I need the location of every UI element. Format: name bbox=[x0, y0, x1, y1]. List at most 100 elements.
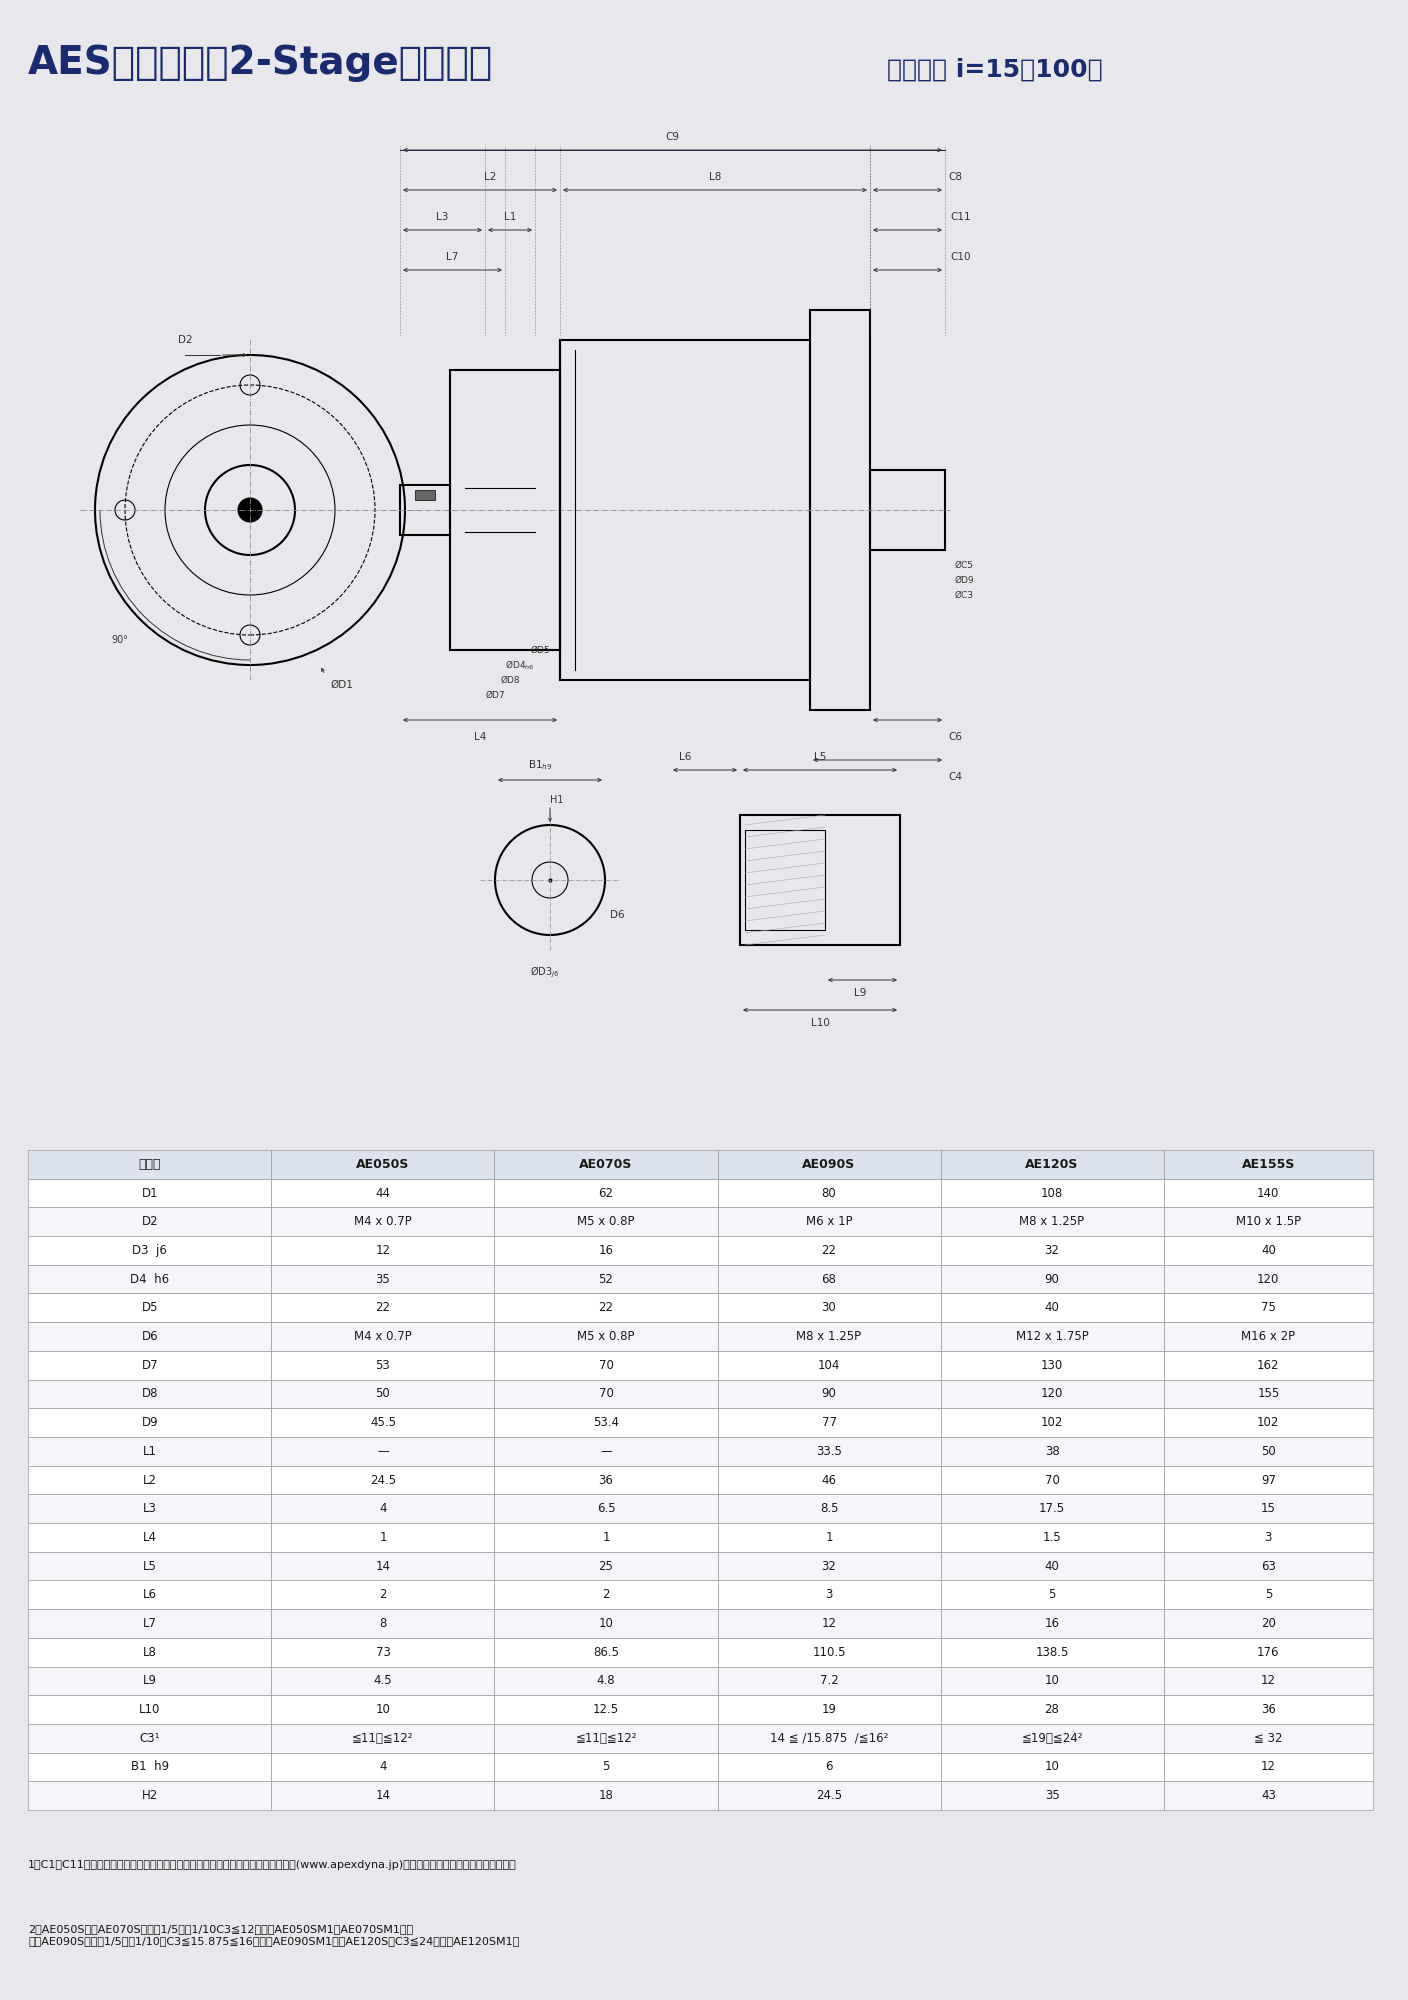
Text: 22: 22 bbox=[598, 1302, 614, 1314]
Bar bbox=[494, 1408, 718, 1436]
Text: AESシリーズ（2-Stage）　寸法: AESシリーズ（2-Stage） 寸法 bbox=[28, 44, 493, 82]
Bar bbox=[28, 1380, 272, 1408]
Text: B1  h9: B1 h9 bbox=[131, 1760, 169, 1774]
Bar bbox=[28, 1294, 272, 1322]
Bar bbox=[28, 1724, 272, 1752]
Text: D9: D9 bbox=[141, 1416, 158, 1430]
Bar bbox=[941, 1264, 1163, 1294]
Bar bbox=[1163, 1494, 1373, 1524]
Text: M4 x 0.7P: M4 x 0.7P bbox=[353, 1216, 413, 1228]
Text: L10: L10 bbox=[811, 1018, 829, 1028]
Text: ØD8: ØD8 bbox=[500, 676, 520, 684]
Text: AE155S: AE155S bbox=[1242, 1158, 1295, 1170]
Text: C6: C6 bbox=[948, 732, 962, 742]
Text: 63: 63 bbox=[1262, 1560, 1276, 1572]
Bar bbox=[718, 1724, 941, 1752]
Text: 110.5: 110.5 bbox=[812, 1646, 846, 1658]
Text: L5: L5 bbox=[814, 752, 826, 762]
Bar bbox=[718, 1264, 941, 1294]
Bar bbox=[28, 1580, 272, 1610]
Bar bbox=[941, 1666, 1163, 1696]
Text: D6: D6 bbox=[141, 1330, 158, 1344]
Text: 40: 40 bbox=[1045, 1560, 1059, 1572]
Bar bbox=[28, 1752, 272, 1782]
Text: L2: L2 bbox=[484, 172, 496, 182]
Bar bbox=[1163, 1552, 1373, 1580]
Text: 10: 10 bbox=[1045, 1760, 1059, 1774]
Text: 120: 120 bbox=[1041, 1388, 1063, 1400]
Text: L3: L3 bbox=[142, 1502, 156, 1516]
Bar bbox=[1163, 1610, 1373, 1638]
Text: AE050S: AE050S bbox=[356, 1158, 410, 1170]
Text: D2: D2 bbox=[177, 334, 193, 344]
Text: ≦11／≦12²: ≦11／≦12² bbox=[352, 1732, 414, 1744]
Text: 12: 12 bbox=[376, 1244, 390, 1256]
Text: 80: 80 bbox=[822, 1186, 836, 1200]
Bar bbox=[494, 1466, 718, 1494]
Bar bbox=[272, 1696, 494, 1724]
Text: L1: L1 bbox=[142, 1444, 156, 1458]
Bar bbox=[494, 1294, 718, 1322]
Text: L7: L7 bbox=[446, 252, 459, 262]
Bar bbox=[941, 1696, 1163, 1724]
Bar bbox=[400, 484, 451, 534]
Text: 16: 16 bbox=[598, 1244, 614, 1256]
Bar bbox=[1163, 1178, 1373, 1208]
Text: ØD4$_{h6}$: ØD4$_{h6}$ bbox=[505, 658, 535, 672]
Text: 15: 15 bbox=[1262, 1502, 1276, 1516]
Text: L8: L8 bbox=[142, 1646, 156, 1658]
Text: L7: L7 bbox=[142, 1616, 156, 1630]
Text: 36: 36 bbox=[1262, 1704, 1276, 1716]
Text: H2: H2 bbox=[142, 1790, 158, 1802]
Bar bbox=[718, 1436, 941, 1466]
Bar bbox=[494, 1494, 718, 1524]
Bar bbox=[718, 1380, 941, 1408]
Bar bbox=[494, 1178, 718, 1208]
Text: H1: H1 bbox=[551, 794, 563, 804]
Bar bbox=[718, 1322, 941, 1350]
Bar bbox=[272, 1752, 494, 1782]
Bar bbox=[272, 1350, 494, 1380]
Bar bbox=[941, 1150, 1163, 1178]
Text: M4 x 0.7P: M4 x 0.7P bbox=[353, 1330, 413, 1344]
Text: 12.5: 12.5 bbox=[593, 1704, 620, 1716]
Text: 104: 104 bbox=[818, 1358, 841, 1372]
Text: L6: L6 bbox=[142, 1588, 156, 1602]
Text: 型　式: 型 式 bbox=[138, 1158, 161, 1170]
Bar bbox=[494, 1752, 718, 1782]
Bar bbox=[272, 1524, 494, 1552]
Bar bbox=[718, 1208, 941, 1236]
Text: 5: 5 bbox=[603, 1760, 610, 1774]
Bar bbox=[494, 1150, 718, 1178]
Text: D8: D8 bbox=[142, 1388, 158, 1400]
Bar bbox=[560, 340, 810, 680]
Bar bbox=[1163, 1436, 1373, 1466]
Bar bbox=[272, 1264, 494, 1294]
Text: 3: 3 bbox=[825, 1588, 832, 1602]
Bar bbox=[941, 1350, 1163, 1380]
Text: 22: 22 bbox=[376, 1302, 390, 1314]
Bar bbox=[941, 1580, 1163, 1610]
Text: ØD7: ØD7 bbox=[486, 690, 505, 700]
Text: 5: 5 bbox=[1049, 1588, 1056, 1602]
Bar bbox=[1163, 1580, 1373, 1610]
Bar bbox=[28, 1264, 272, 1294]
Text: 70: 70 bbox=[598, 1388, 614, 1400]
Bar bbox=[941, 1178, 1163, 1208]
Bar bbox=[494, 1264, 718, 1294]
Bar bbox=[28, 1696, 272, 1724]
Text: 10: 10 bbox=[598, 1616, 614, 1630]
Bar bbox=[1163, 1294, 1373, 1322]
Bar bbox=[272, 1782, 494, 1810]
Bar bbox=[718, 1610, 941, 1638]
Text: 6.5: 6.5 bbox=[597, 1502, 615, 1516]
Text: 62: 62 bbox=[598, 1186, 614, 1200]
Text: B1$_{h9}$: B1$_{h9}$ bbox=[528, 758, 552, 772]
Text: 2: 2 bbox=[603, 1588, 610, 1602]
Text: M8 x 1.25P: M8 x 1.25P bbox=[1019, 1216, 1084, 1228]
Bar bbox=[870, 470, 945, 550]
Text: 10: 10 bbox=[1045, 1674, 1059, 1688]
Bar bbox=[28, 1466, 272, 1494]
Text: 40: 40 bbox=[1262, 1244, 1276, 1256]
Text: 33.5: 33.5 bbox=[817, 1444, 842, 1458]
